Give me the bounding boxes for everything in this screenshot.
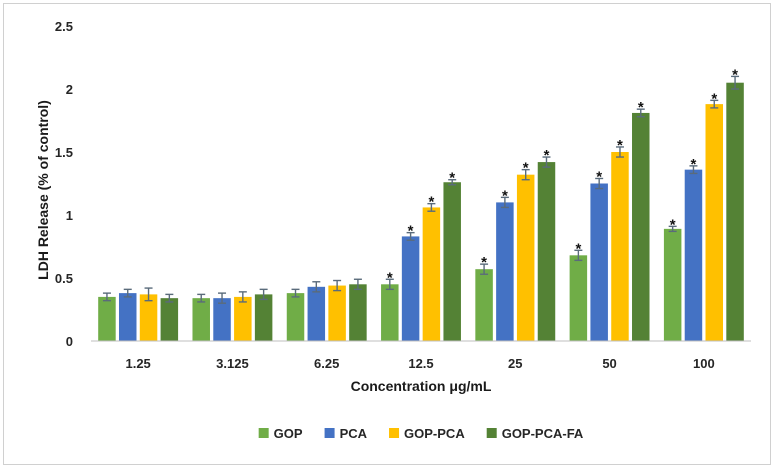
significance-star: * [502,187,508,204]
y-tick-label: 2 [66,82,73,97]
significance-star: * [544,147,550,164]
bar-gop [381,284,399,341]
significance-star: * [428,194,434,211]
bar-gop-pca-fa [349,284,367,341]
bar-gop [192,298,210,341]
legend-swatch-pca [324,428,335,438]
significance-star: * [575,240,581,257]
legend-swatch-gop-pca [389,428,400,438]
bar-gop-pca [422,207,441,341]
x-tick-label: 1.25 [125,356,150,371]
y-tick-label: 0.5 [55,271,73,286]
bar-gop [569,255,588,341]
bar-gop-pca-fa [632,112,650,341]
bar-gop-pca [611,152,629,341]
bars-group: * * * * * * * * * * * * * * * * [98,66,744,342]
legend-label-gop-pca: GOP-PCA [404,426,465,441]
legend-swatch-gop [258,428,269,438]
bar-gop-pca-fa [443,182,461,341]
y-tick-label: 1.5 [55,145,73,160]
significance-star: * [638,99,644,116]
bar-gop-pca [516,174,535,341]
significance-star: * [481,254,487,271]
bar-gop [663,228,682,341]
y-axis-title: LDH Release (% of control) [35,100,51,280]
significance-star: * [408,223,414,240]
significance-star: * [670,216,676,233]
legend-label-gop-pca-fa: GOP-PCA-FA [502,426,584,441]
y-tick-label: 0 [66,334,73,349]
significance-star: * [691,156,697,173]
bar-pca [684,169,703,341]
bar-pca [401,236,420,341]
chart-frame: 0 0.5 1 1.5 2 2.5 * * * * * * * * * * * * * * * * 1.25 3.125 6… [3,3,771,465]
y-tick-label: 2.5 [55,19,73,34]
bar-gop-pca-fa [726,82,744,341]
x-tick-label: 25 [508,356,522,371]
significance-star: * [732,66,738,83]
bar-pca [118,293,137,341]
bar-gop-pca [328,285,346,341]
x-tick-label: 3.125 [216,356,249,371]
chart-svg: 0 0.5 1 1.5 2 2.5 * * * * * * * * * * * * * * * * 1.25 3.125 6… [35,19,751,441]
x-tick-label: 50 [602,356,616,371]
legend: GOP PCA GOP-PCA GOP-PCA-FA [258,426,584,441]
significance-star: * [596,168,602,185]
x-axis-ticks: 1.25 3.125 6.25 12.5 25 50 100 [125,356,714,371]
significance-star: * [387,269,393,286]
significance-star: * [523,160,529,177]
legend-label-gop: GOP [274,426,303,441]
y-axis-ticks: 0 0.5 1 1.5 2 2.5 [55,19,73,349]
bar-gop-pca [234,296,252,341]
bar-pca [213,298,231,341]
significance-star: * [711,90,717,107]
significance-star: * [617,137,623,154]
bar-gop [98,296,116,341]
legend-swatch-gop-pca-fa [486,428,497,438]
bar-pca [496,202,514,341]
x-axis-title: Concentration μg/mL [351,378,492,394]
bar-gop-pca-fa [160,298,179,341]
bar-gop-pca [139,294,158,341]
bar-gop [475,269,493,341]
bar-gop [286,293,305,341]
legend-label-pca: PCA [340,426,368,441]
bar-pca [307,286,326,341]
significance-star: * [449,170,455,187]
x-tick-label: 12.5 [408,356,433,371]
bar-gop-pca [705,104,724,342]
bar-gop-pca-fa [254,294,273,341]
bar-gop-pca-fa [537,162,556,341]
x-tick-label: 100 [693,356,715,371]
y-tick-label: 1 [66,208,73,223]
bar-pca [590,183,608,341]
x-tick-label: 6.25 [314,356,339,371]
